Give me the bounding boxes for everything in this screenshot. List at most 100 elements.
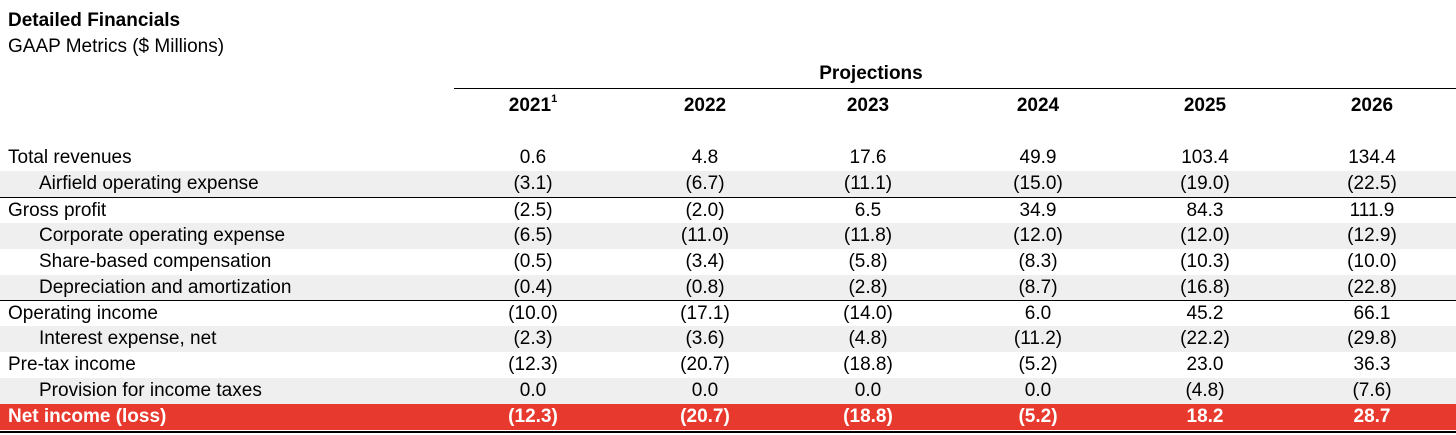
table-row: Operating income (10.0) (17.1) (14.0) 6.0 45.… (0, 300, 1456, 326)
row-label: Net income (loss) (8, 406, 167, 427)
table-cell: 28.7 (1353, 406, 1391, 427)
table-cell: 0.0 (1024, 380, 1052, 402)
table-row: Gross profit (2.5) (2.0) 6.5 34.9 84.3 111.9 (0, 196, 1456, 223)
projections-rule (454, 88, 1456, 89)
table-cell: (14.0) (843, 303, 893, 325)
table-cell: (8.7) (1018, 276, 1058, 298)
table-cell: (12.3) (508, 354, 558, 376)
year-header: 2025 (1130, 95, 1280, 117)
row-label: Pre-tax income (8, 354, 136, 376)
table-row: Total revenues 0.6 4.8 17.6 49.9 103.4 134.4 (0, 145, 1456, 171)
table-cell: (2.0) (685, 199, 725, 221)
table-cell: (6.7) (685, 172, 725, 194)
row-label: Total revenues (8, 147, 132, 168)
table-cell: 23.0 (1186, 354, 1224, 376)
row-label: Interest expense, net (39, 328, 217, 350)
row-label: Provision for income taxes (39, 380, 262, 402)
table-cell: (11.1) (843, 172, 893, 194)
year-header: 20211 (458, 93, 608, 117)
year-label: 2022 (683, 95, 727, 116)
table-cell: (0.8) (685, 276, 725, 298)
year-label: 2024 (1016, 95, 1060, 116)
table-subtitle: GAAP Metrics ($ Millions) (8, 36, 225, 57)
year-header: 2026 (1297, 95, 1447, 117)
table-cell: (20.7) (680, 406, 730, 427)
row-label: Operating income (8, 303, 158, 325)
table-cell: (20.7) (680, 354, 730, 376)
table-cell: (0.4) (513, 276, 553, 298)
row-label: Share-based compensation (39, 250, 272, 272)
table-title: Detailed Financials (8, 10, 181, 31)
year-label: 2026 (1350, 95, 1394, 116)
table-cell: 45.2 (1186, 303, 1224, 325)
table-cell: 4.8 (691, 147, 719, 168)
table-cell: (22.5) (1347, 172, 1397, 194)
year-label: 2021 (508, 95, 552, 116)
footnote-marker: 1 (551, 93, 558, 105)
table-cell: (11.2) (1013, 328, 1063, 350)
table-row: Airfield operating expense (3.1) (6.7) (11.… (0, 170, 1456, 197)
table-cell: 34.9 (1019, 199, 1057, 221)
year-header: 2023 (793, 95, 943, 117)
table-row: Corporate operating expense (6.5) (11.0) (1… (0, 222, 1456, 249)
table-cell: (10.3) (1180, 250, 1230, 272)
projections-label: Projections (819, 63, 923, 84)
table-cell: (12.0) (1180, 224, 1230, 246)
table-cell: (18.8) (843, 406, 893, 427)
table-cell: 111.9 (1349, 199, 1395, 221)
table-cell: (12.3) (508, 406, 558, 427)
table-cell: (3.4) (685, 250, 725, 272)
table-row: Depreciation and amortization (0.4) (0.8) (… (0, 274, 1456, 301)
table-cell: (17.1) (680, 303, 730, 325)
table-bottom-rule (0, 431, 1456, 433)
table-cell: 84.3 (1186, 199, 1224, 221)
table-cell: 103.4 (1181, 147, 1229, 168)
table-cell: 134.4 (1348, 147, 1396, 168)
table-cell: (10.0) (508, 303, 558, 325)
table-cell: (2.3) (513, 328, 553, 350)
table-row: Interest expense, net (2.3) (3.6) (4.8) (11.… (0, 326, 1456, 353)
table-row: Pre-tax income (12.3) (20.7) (18.8) (5.2) 23.… (0, 352, 1456, 378)
table-row: Provision for income taxes 0.0 0.0 0.0 0.0 (4… (0, 378, 1456, 404)
table-cell: (22.8) (1347, 276, 1397, 298)
row-label: Gross profit (8, 199, 107, 221)
row-label: Corporate operating expense (39, 224, 286, 246)
table-cell: 66.1 (1353, 303, 1391, 325)
year-label: 2025 (1183, 95, 1227, 116)
table-cell: (16.8) (1180, 276, 1230, 298)
table-cell: (7.6) (1352, 380, 1392, 402)
table-cell: (11.8) (843, 224, 893, 246)
table-cell: (18.8) (843, 354, 893, 376)
table-cell: (4.8) (1185, 380, 1225, 402)
table-cell: (4.8) (848, 328, 888, 350)
table-cell: (0.5) (513, 250, 553, 272)
year-header: 2022 (630, 95, 780, 117)
table-cell: (15.0) (1013, 172, 1063, 194)
table-row: Share-based compensation (0.5) (3.4) (5.8) (… (0, 249, 1456, 275)
table-cell: (11.0) (680, 224, 730, 246)
table-cell: (3.6) (685, 328, 725, 350)
table-cell: (12.9) (1347, 224, 1397, 246)
table-cell: 18.2 (1186, 406, 1224, 427)
table-cell: (6.5) (513, 224, 553, 246)
table-cell: 6.0 (1024, 303, 1052, 325)
table-cell: 49.9 (1019, 147, 1057, 168)
table-cell: (2.8) (848, 276, 888, 298)
table-cell: (10.0) (1347, 250, 1397, 272)
table-cell: 0.0 (854, 380, 882, 402)
table-cell: (8.3) (1018, 250, 1058, 272)
table-cell: (22.2) (1180, 328, 1230, 350)
row-label: Depreciation and amortization (39, 276, 292, 298)
table-cell: (5.8) (848, 250, 888, 272)
year-header: 2024 (963, 95, 1113, 117)
table-cell: (5.2) (1018, 354, 1058, 376)
net-income-row: Net income (loss) (12.3) (20.7) (18.8) (5.2)… (0, 404, 1456, 430)
table-cell: 0.0 (519, 380, 547, 402)
table-cell: (3.1) (513, 172, 553, 194)
table-cell: (2.5) (513, 199, 553, 221)
table-cell: 36.3 (1353, 354, 1391, 376)
table-cell: (19.0) (1180, 172, 1230, 194)
table-cell: 0.6 (519, 147, 547, 168)
year-label: 2023 (846, 95, 890, 116)
table-cell: 0.0 (691, 380, 719, 402)
